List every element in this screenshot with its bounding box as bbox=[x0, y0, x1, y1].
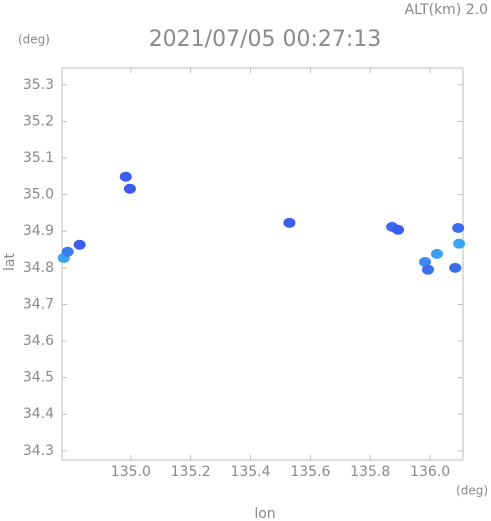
x-tick-label: 135.8 bbox=[350, 464, 390, 480]
echo bbox=[73, 239, 86, 250]
y-tick-label: 34.7 bbox=[23, 296, 54, 312]
y-tick-label: 35.0 bbox=[23, 187, 54, 203]
chart-title: 2021/07/05 00:27:13 bbox=[149, 27, 382, 52]
x-tick-label: 135.2 bbox=[171, 464, 211, 480]
echo bbox=[119, 171, 132, 182]
y-tick-label: 34.8 bbox=[23, 260, 54, 276]
x-unit: (deg) bbox=[456, 484, 488, 498]
y-tick-label: 34.4 bbox=[23, 406, 54, 422]
y-tick-label: 34.9 bbox=[23, 223, 54, 239]
x-axis-label: lon bbox=[254, 506, 275, 521]
echo bbox=[61, 246, 74, 257]
echo bbox=[430, 248, 443, 259]
echo bbox=[123, 183, 136, 194]
y-tick-label: 34.6 bbox=[23, 333, 54, 349]
plot-frame bbox=[61, 67, 464, 461]
echo bbox=[283, 217, 296, 228]
echo bbox=[453, 238, 466, 249]
y-tick-label: 34.5 bbox=[23, 370, 54, 386]
y-tick-label: 35.1 bbox=[23, 150, 54, 166]
y-tick-label: 35.2 bbox=[23, 113, 54, 129]
x-tick-label: 135.0 bbox=[111, 464, 151, 480]
echo bbox=[452, 222, 465, 233]
echo bbox=[418, 256, 431, 267]
y-unit: (deg) bbox=[18, 33, 50, 47]
y-tick-label: 34.3 bbox=[23, 443, 54, 459]
x-tick-label: 135.4 bbox=[230, 464, 270, 480]
y-axis-label: lat bbox=[2, 253, 18, 271]
echo bbox=[392, 224, 405, 235]
altitude: ALT(km) 2.0 bbox=[405, 2, 488, 18]
echo bbox=[449, 262, 462, 273]
x-tick-label: 136.0 bbox=[410, 464, 450, 480]
echo bbox=[421, 264, 434, 275]
x-tick-label: 135.6 bbox=[290, 464, 330, 480]
y-tick-label: 35.3 bbox=[23, 77, 54, 93]
